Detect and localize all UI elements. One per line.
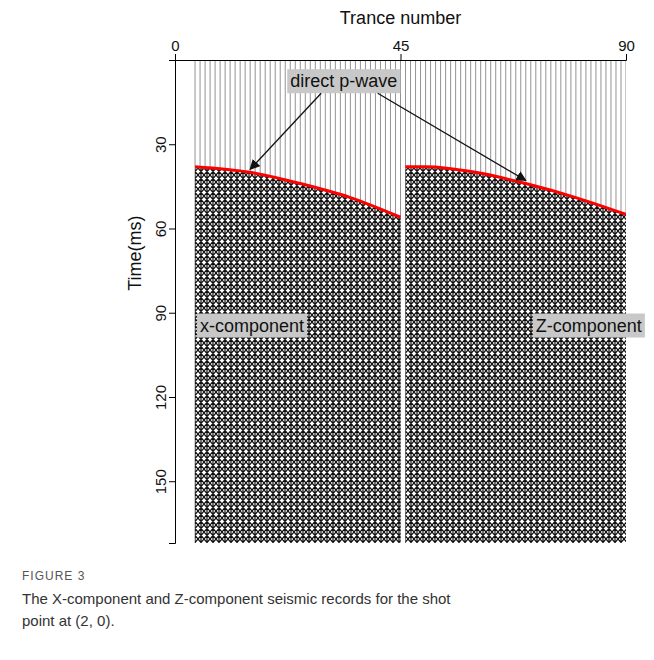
x-tick-label: 45	[393, 37, 410, 54]
figure-label: FIGURE 3	[22, 569, 85, 583]
y-tick-label: 90	[152, 305, 169, 322]
wavefield	[406, 167, 626, 543]
y-tick-mark	[169, 313, 175, 314]
wavefield	[195, 167, 400, 543]
plot-area	[195, 60, 626, 543]
first-arrival-line	[195, 167, 400, 218]
y-tick: 150	[152, 469, 175, 494]
y-tick-label: 30	[152, 136, 169, 153]
y-axis-line	[169, 61, 176, 544]
y-axis: 30 60 90 120 150	[152, 61, 176, 544]
x-tick-mark	[401, 54, 402, 60]
annotation-box	[287, 69, 400, 93]
y-tick: 90	[152, 305, 175, 322]
y-tick: 120	[152, 385, 175, 410]
y-tick: 30	[152, 136, 175, 153]
x-tick-mark	[626, 54, 627, 60]
x-tick-label: 90	[618, 37, 635, 54]
y-tick-label: 120	[152, 385, 169, 410]
annotation-arrow	[250, 93, 321, 169]
figure: 0 45 90 30 60 90 120 150 Trance number Time(ms) di…	[0, 0, 654, 660]
y-axis-title: Time(ms)	[125, 216, 145, 291]
y-tick-mark	[169, 144, 175, 145]
y-tick-mark	[169, 397, 175, 398]
x-tick: 45	[393, 37, 410, 60]
annotation: Z-component	[533, 314, 645, 338]
y-tick-label: 150	[152, 469, 169, 494]
x-tick: 0	[171, 37, 179, 60]
annotation-arrow	[378, 93, 526, 180]
x-tick-label: 0	[171, 37, 179, 54]
annotation-label: Z-component	[536, 316, 642, 336]
annotation: direct p-wave	[287, 69, 400, 93]
y-tick: 60	[152, 221, 175, 238]
x-axis-line	[176, 54, 627, 61]
annotation: x-component	[197, 314, 307, 338]
annotations: direct p-wave x-component Z-component	[197, 69, 645, 337]
caption: The X-component and Z-component seismic …	[22, 590, 451, 629]
traces	[195, 60, 626, 543]
x-axis-title: Trance number	[340, 8, 461, 28]
annotation-box	[533, 314, 645, 338]
annotation-box	[197, 314, 307, 338]
y-tick-mark	[169, 481, 175, 482]
x-tick-mark	[175, 54, 176, 60]
annotation-label: direct p-wave	[290, 71, 397, 91]
y-tick-mark	[169, 228, 175, 229]
x-tick: 90	[618, 37, 635, 60]
x-axis: 0 45 90	[171, 37, 635, 61]
y-tick-label: 60	[152, 221, 169, 238]
first-arrival-line	[406, 167, 626, 215]
annotation-label: x-component	[200, 316, 304, 336]
